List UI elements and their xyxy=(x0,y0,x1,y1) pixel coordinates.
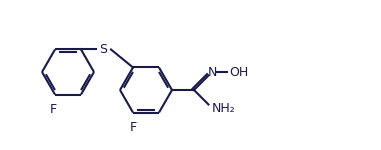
Text: F: F xyxy=(130,120,136,134)
Text: NH₂: NH₂ xyxy=(212,102,236,114)
Text: OH: OH xyxy=(229,66,248,78)
Text: N: N xyxy=(207,66,217,78)
Text: S: S xyxy=(99,43,107,56)
Text: F: F xyxy=(50,102,56,116)
